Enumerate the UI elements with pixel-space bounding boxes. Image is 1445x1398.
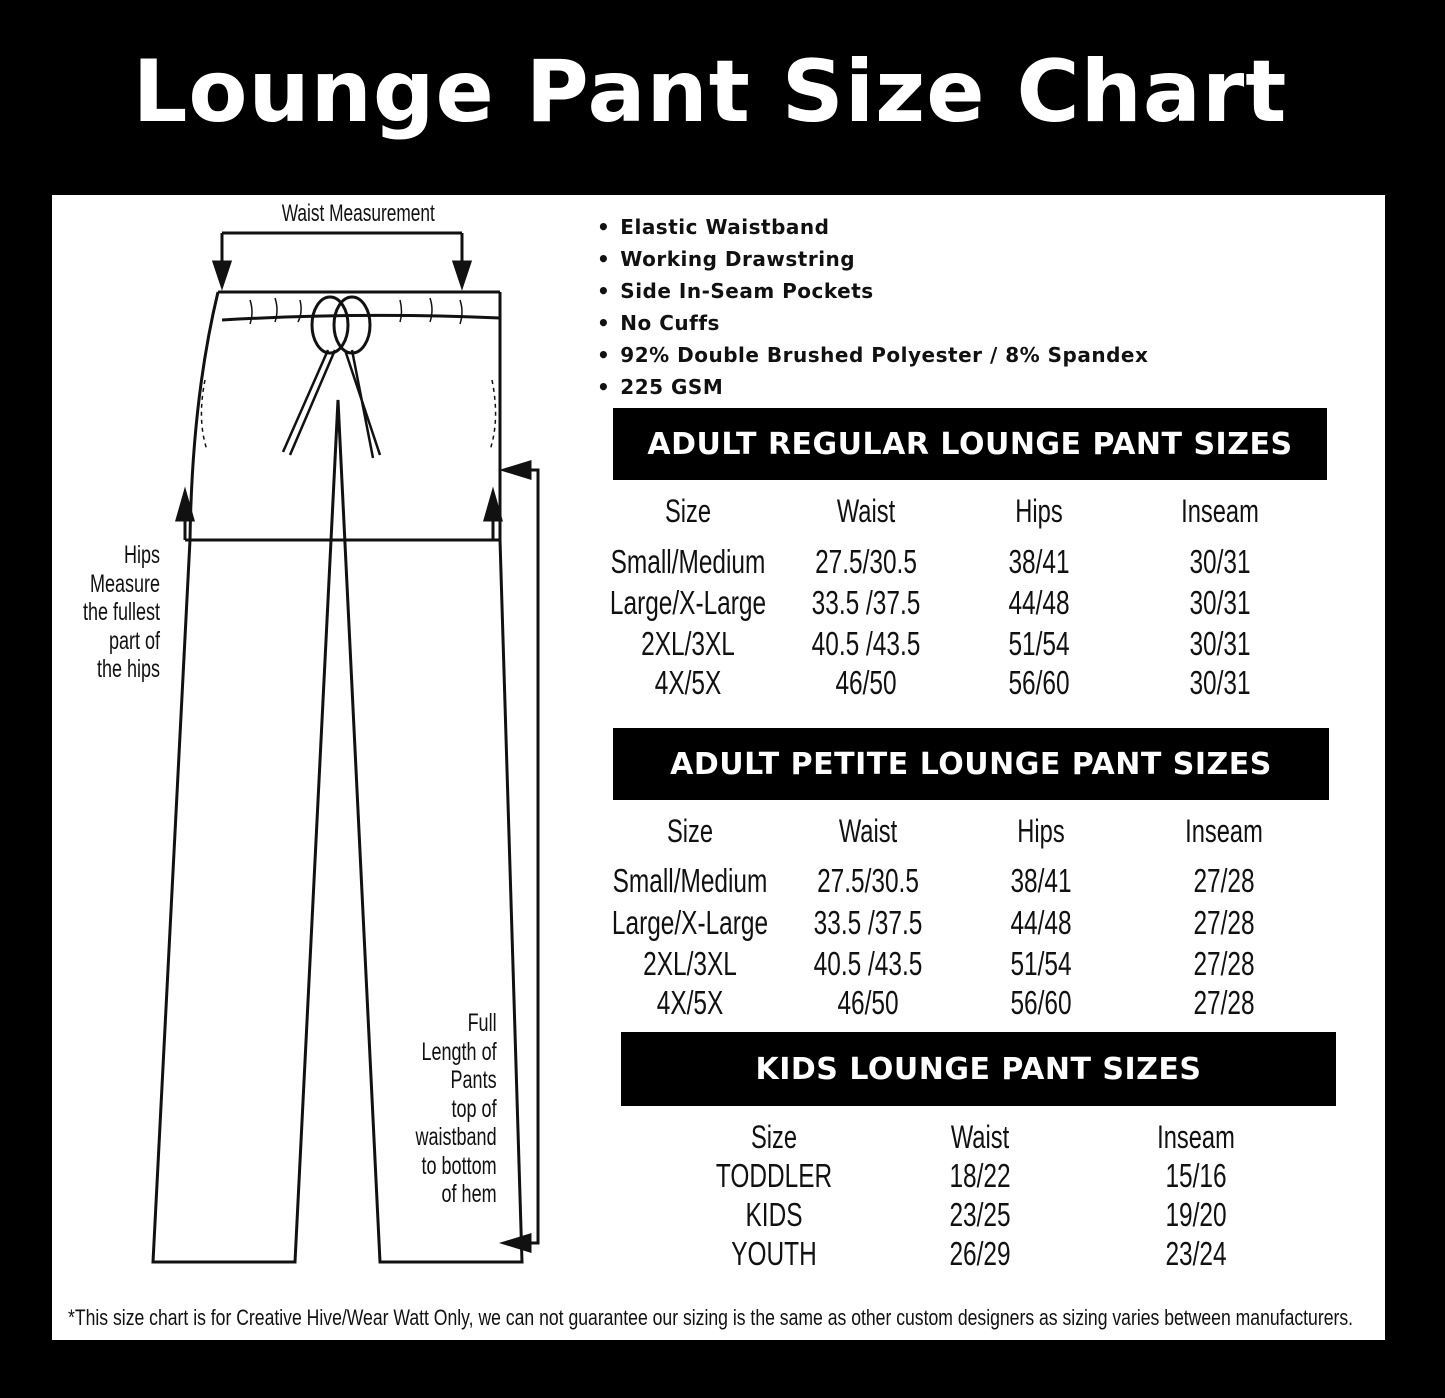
petite-table-cell: 27.5/30.5 (817, 862, 919, 899)
regular-table-cell: 30/31 (1189, 543, 1251, 580)
feature-item: No Cuffs (597, 307, 1148, 339)
length-label-line: Pants (450, 1066, 497, 1094)
petite-table-cell: 56/60 (1010, 984, 1072, 1021)
petite-table-cell: 51/54 (1010, 945, 1072, 982)
kids-table-cell: 23/25 (949, 1196, 1011, 1233)
feature-item: Elastic Waistband (597, 211, 1148, 243)
petite-table-cell: 27/28 (1193, 862, 1255, 899)
length-label-line: top of (451, 1094, 497, 1123)
regular-table-cell: 2XL/3XL (641, 625, 735, 662)
length-label-line: to bottom (421, 1151, 497, 1180)
kids-column-header: Size (750, 1119, 798, 1155)
regular-column-header: Waist (836, 493, 896, 529)
petite-table-cell: 27/28 (1193, 984, 1255, 1021)
regular-table-header: ADULT REGULAR LOUNGE PANT SIZES (613, 408, 1327, 480)
petite-column-header: Waist (838, 813, 898, 849)
hip-arrow-icon (175, 486, 503, 522)
regular-column-header: Size (664, 493, 712, 529)
hips-label-line: the fullest (82, 598, 160, 626)
waist-arrow-icon (211, 231, 473, 291)
petite-table-cell: 38/41 (1010, 862, 1072, 899)
petite-table-cell: 33.5 /37.5 (813, 904, 923, 941)
length-label: Full Length of Pants top of waistband to… (384, 1009, 497, 1209)
pants-diagram (151, 231, 540, 1264)
regular-table-cell: 30/31 (1189, 625, 1251, 662)
kids-table-cell: YOUTH (731, 1235, 817, 1272)
kids-table-cell: KIDS (745, 1196, 803, 1233)
feature-item: 92% Double Brushed Polyester / 8% Spande… (597, 339, 1148, 371)
kids-column-header: Waist (950, 1119, 1010, 1155)
hips-label-line: Hips (123, 541, 160, 569)
chart-panel: Waist Measurement Hips Measure the fulle… (52, 195, 1385, 1340)
feature-item: Side In-Seam Pockets (597, 275, 1148, 307)
petite-table-header: ADULT PETITE LOUNGE PANT SIZES (613, 728, 1329, 800)
waistband (218, 290, 501, 322)
hips-label: Hips Measure the fullest part of the hip… (53, 541, 160, 684)
regular-table-cell: 33.5 /37.5 (811, 584, 921, 621)
length-label-line: Length of (421, 1037, 497, 1066)
kids-table-cell: 19/20 (1165, 1196, 1227, 1233)
petite-column-header: Inseam (1185, 813, 1263, 849)
petite-table-cell: 44/48 (1010, 904, 1072, 941)
drawstring (281, 295, 382, 459)
pants-outline (151, 291, 524, 1264)
petite-table-cell: 40.5 /43.5 (813, 945, 923, 982)
footnote: *This size chart is for Creative Hive/We… (68, 1305, 1354, 1330)
waist-measurement-label: Waist Measurement (281, 200, 435, 227)
kids-table-cell: 26/29 (949, 1235, 1011, 1272)
regular-table-cell: Large/X-Large (609, 584, 767, 621)
feature-list: Elastic Waistband Working Drawstring Sid… (597, 211, 1148, 403)
regular-table-cell: 44/48 (1008, 584, 1070, 621)
regular-table-cell: 51/54 (1008, 625, 1070, 662)
regular-table-cell: 4X/5X (654, 664, 722, 701)
petite-table-cell: Small/Medium (612, 862, 768, 899)
petite-table-cell: 27/28 (1193, 945, 1255, 982)
feature-item: Working Drawstring (597, 243, 1148, 275)
petite-column-header: Size (666, 813, 714, 849)
petite-table-cell: 46/50 (837, 984, 899, 1021)
kids-table-cell: 23/24 (1165, 1235, 1227, 1272)
length-label-line: Full (467, 1009, 497, 1037)
regular-table-cell: 27.5/30.5 (815, 543, 917, 580)
kids-table-cell: 15/16 (1165, 1157, 1227, 1194)
feature-item: 225 GSM (597, 371, 1148, 403)
petite-table-cell: Large/X-Large (611, 904, 769, 941)
petite-table-cell: 4X/5X (656, 984, 724, 1021)
page-title: Lounge Pant Size Chart (132, 42, 1288, 142)
regular-table-cell: 30/31 (1189, 664, 1251, 701)
kids-column-header: Inseam (1157, 1119, 1235, 1155)
hips-label-line: part of (108, 626, 160, 655)
petite-table-cell: 27/28 (1193, 904, 1255, 941)
length-arrow-icon (498, 459, 532, 1254)
regular-table-cell: 38/41 (1008, 543, 1070, 580)
regular-table-cell: 40.5 /43.5 (811, 625, 921, 662)
length-label-line: waistband (415, 1123, 497, 1151)
regular-column-header: Inseam (1181, 493, 1259, 529)
regular-column-header: Hips (1015, 493, 1063, 529)
kids-table-cell: 18/22 (949, 1157, 1011, 1194)
petite-column-header: Hips (1017, 813, 1065, 849)
kids-table-cell: TODDLER (715, 1157, 833, 1194)
kids-table-header: KIDS LOUNGE PANT SIZES (621, 1032, 1336, 1106)
length-label-line: of hem (441, 1180, 497, 1208)
regular-table-cell: 56/60 (1008, 664, 1070, 701)
regular-table-cell: 46/50 (835, 664, 897, 701)
petite-table-cell: 2XL/3XL (643, 945, 737, 982)
hips-label-line: the hips (96, 655, 160, 683)
regular-table-cell: Small/Medium (610, 543, 766, 580)
regular-table-cell: 30/31 (1189, 584, 1251, 621)
hips-label-line: Measure (89, 569, 160, 598)
